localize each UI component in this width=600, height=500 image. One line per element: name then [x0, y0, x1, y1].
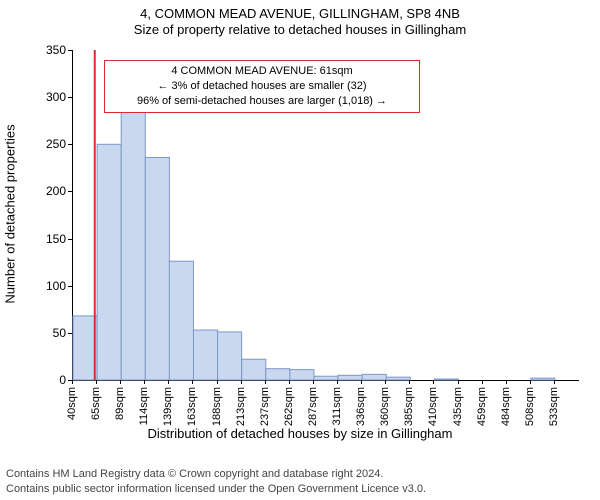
x-tick-label: 311sqm: [331, 387, 343, 425]
histogram-bar: [73, 316, 97, 380]
x-axis-label: Distribution of detached houses by size …: [0, 426, 600, 441]
footer-attribution: Contains HM Land Registry data © Crown c…: [6, 467, 426, 496]
histogram-bar: [338, 375, 362, 380]
x-tick-mark: [361, 380, 362, 384]
x-tick-mark: [409, 380, 410, 384]
x-tick-mark: [313, 380, 314, 384]
y-axis-label: Number of detached properties: [3, 124, 18, 303]
x-tick-label: 459sqm: [476, 387, 488, 426]
y-tick-label: 300: [32, 90, 66, 104]
x-tick-mark: [458, 380, 459, 384]
x-tick-label: 188sqm: [211, 387, 223, 426]
x-tick-label: 385sqm: [403, 387, 415, 426]
footer-line: Contains HM Land Registry data © Crown c…: [6, 467, 426, 481]
annotation-line: 4 COMMON MEAD AVENUE: 61sqm: [111, 64, 413, 79]
y-tick-label: 100: [32, 279, 66, 293]
x-tick-mark: [530, 380, 531, 384]
y-tick-label: 150: [32, 232, 66, 246]
x-tick-label: 533sqm: [548, 387, 560, 426]
histogram-bar: [266, 369, 290, 380]
y-tick-mark: [68, 144, 72, 145]
y-tick-mark: [68, 239, 72, 240]
x-tick-label: 139sqm: [162, 387, 174, 426]
annotation-line: ← 3% of detached houses are smaller (32): [111, 79, 413, 94]
x-tick-mark: [144, 380, 145, 384]
x-tick-label: 484sqm: [500, 387, 512, 426]
x-tick-label: 410sqm: [427, 387, 439, 426]
x-tick-mark: [192, 380, 193, 384]
y-tick-mark: [68, 286, 72, 287]
histogram-bar: [242, 359, 266, 380]
histogram-bar: [218, 332, 242, 380]
x-tick-label: 360sqm: [379, 387, 391, 426]
x-tick-mark: [217, 380, 218, 384]
x-tick-label: 65sqm: [90, 387, 102, 420]
x-tick-mark: [168, 380, 169, 384]
x-tick-label: 237sqm: [259, 387, 271, 426]
footer-line: Contains public sector information licen…: [6, 482, 426, 496]
x-tick-mark: [433, 380, 434, 384]
y-tick-label: 350: [32, 43, 66, 57]
x-tick-mark: [482, 380, 483, 384]
page-subtitle: Size of property relative to detached ho…: [0, 22, 600, 38]
y-tick-label: 200: [32, 184, 66, 198]
histogram-bar: [362, 374, 386, 380]
x-tick-label: 89sqm: [114, 387, 126, 420]
x-tick-label: 508sqm: [524, 387, 536, 426]
histogram-bar: [531, 378, 555, 380]
x-tick-mark: [72, 380, 73, 384]
x-tick-label: 163sqm: [186, 387, 198, 426]
x-tick-mark: [96, 380, 97, 384]
x-tick-label: 213sqm: [235, 387, 247, 426]
y-tick-label: 250: [32, 137, 66, 151]
histogram-bar: [386, 377, 410, 380]
x-tick-label: 262sqm: [283, 387, 295, 426]
x-tick-mark: [289, 380, 290, 384]
x-tick-label: 40sqm: [66, 387, 78, 420]
histogram-bar: [97, 144, 121, 380]
y-tick-mark: [68, 333, 72, 334]
histogram-bar: [121, 110, 145, 380]
y-tick-label: 50: [32, 326, 66, 340]
x-tick-label: 114sqm: [138, 387, 150, 425]
histogram-bar: [169, 261, 193, 380]
x-tick-mark: [337, 380, 338, 384]
x-tick-mark: [241, 380, 242, 384]
x-tick-mark: [554, 380, 555, 384]
chart-container: Number of detached properties 0 50 100 150 2…: [0, 44, 600, 440]
x-tick-label: 287sqm: [307, 387, 319, 426]
histogram-bar: [290, 370, 314, 380]
x-tick-mark: [265, 380, 266, 384]
y-tick-mark: [68, 191, 72, 192]
x-tick-mark: [385, 380, 386, 384]
y-tick-mark: [68, 97, 72, 98]
histogram-bar: [145, 157, 169, 380]
page-title: 4, COMMON MEAD AVENUE, GILLINGHAM, SP8 4…: [0, 6, 600, 22]
histogram-bar: [314, 376, 338, 380]
y-tick-mark: [68, 50, 72, 51]
annotation-box: 4 COMMON MEAD AVENUE: 61sqm ← 3% of deta…: [104, 60, 420, 113]
x-tick-mark: [120, 380, 121, 384]
histogram-bar: [193, 330, 217, 380]
y-tick-label: 0: [32, 373, 66, 387]
x-tick-mark: [506, 380, 507, 384]
x-tick-label: 336sqm: [355, 387, 367, 426]
annotation-line: 96% of semi-detached houses are larger (…: [111, 94, 413, 109]
histogram-bar: [434, 379, 458, 380]
x-tick-label: 435sqm: [452, 387, 464, 426]
